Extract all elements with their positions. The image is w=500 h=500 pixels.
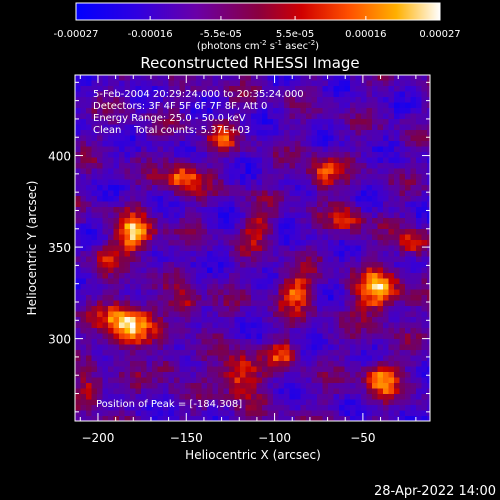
y-tick-label: 300 — [48, 333, 71, 347]
annotation-time-range: 5-Feb-2004 20:29:24.000 to 20:35:24.000 — [93, 89, 304, 100]
plot-frame — [74, 74, 431, 422]
annotation-detectors: Detectors: 3F 4F 5F 6F 7F 8F, Att 0 — [93, 101, 267, 112]
image-annotations: 5-Feb-2004 20:29:24.000 to 20:35:24.000 … — [93, 89, 304, 410]
colorbar-gradient — [75, 2, 441, 21]
x-axis-label: Heliocentric X (arcsec) — [185, 448, 321, 462]
axes: −200 −150 −100 −50 300 350 400 — [48, 75, 430, 445]
chart-title: Reconstructed RHESSI Image — [140, 54, 359, 72]
colorbar-tick-label: 0.00016 — [345, 29, 386, 40]
footer-timestamp: 28-Apr-2022 14:00 — [374, 484, 496, 499]
x-tick-label: −200 — [81, 431, 114, 445]
heatmap-image — [75, 75, 430, 421]
x-tick-label: −100 — [258, 431, 291, 445]
annotation-clean-counts: Clean Total counts: 5.37E+03 — [93, 125, 250, 136]
colorbar-ticks: -0.00027 -0.00016 -5.5e-05 5.5e-05 0.00016 0.… — [54, 16, 461, 40]
annotation-energy-range: Energy Range: 25.0 - 50.0 keV — [93, 113, 246, 124]
y-tick-label: 400 — [48, 150, 71, 164]
colorbar: -0.00027 -0.00016 -5.5e-05 5.5e-05 0.00016 0.… — [54, 2, 461, 52]
colorbar-tick-label: -5.5e-05 — [200, 29, 242, 40]
colorbar-tick-label: -0.00016 — [128, 29, 173, 40]
colorbar-tick-label: 0.00027 — [419, 29, 460, 40]
colorbar-tick-label: 5.5e-05 — [276, 29, 314, 40]
y-tick-label: 350 — [48, 241, 71, 255]
colorbar-unit: (photons cm-2 s-1 asec-2) — [197, 39, 319, 52]
y-axis-label: Heliocentric Y (arcsec) — [25, 181, 39, 316]
x-tick-label: −150 — [170, 431, 203, 445]
colorbar-tick-label: -0.00027 — [54, 29, 99, 40]
x-tick-label: −50 — [350, 431, 375, 445]
annotation-peak-position: Position of Peak = [-184,308] — [96, 399, 242, 410]
